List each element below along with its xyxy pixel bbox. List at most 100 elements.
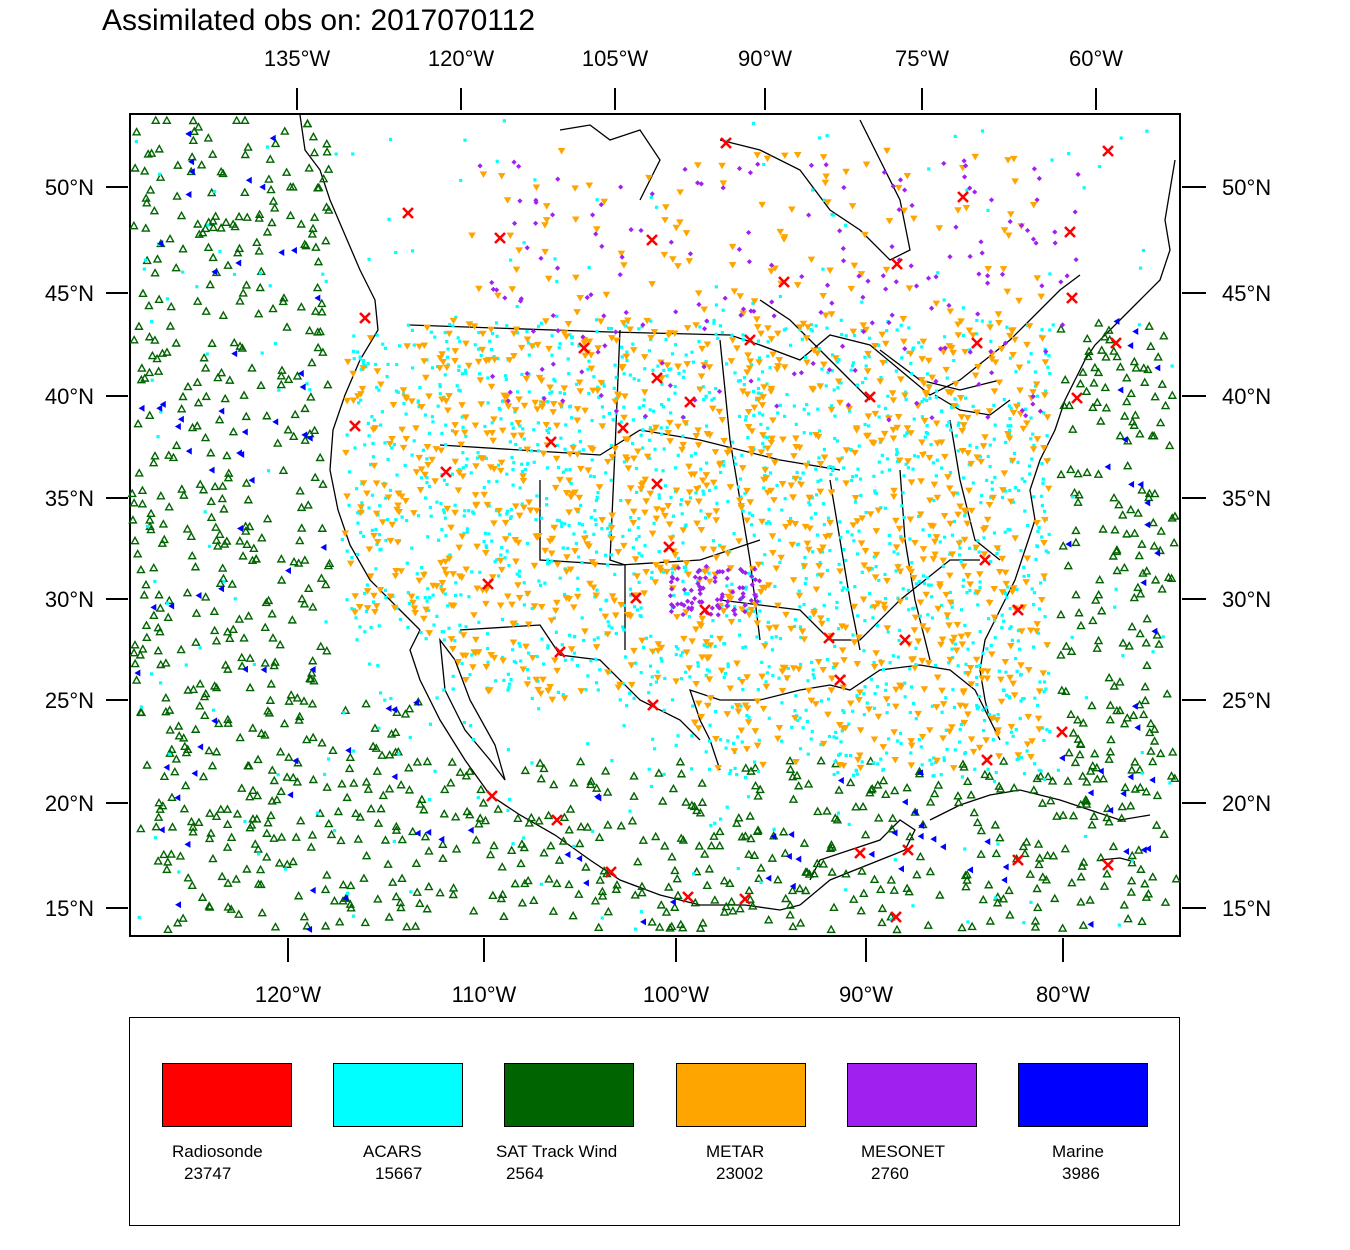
acars-marker bbox=[950, 601, 955, 605]
mesonet-marker bbox=[889, 244, 895, 250]
metar-marker bbox=[562, 568, 571, 576]
metar-marker bbox=[774, 602, 782, 610]
acars-marker bbox=[764, 521, 768, 525]
mesonet-marker bbox=[518, 296, 524, 302]
mesonet-marker bbox=[1058, 279, 1064, 285]
metar-marker bbox=[883, 577, 891, 585]
sat-track-wind-marker bbox=[361, 777, 372, 786]
metar-marker bbox=[973, 589, 982, 596]
sat-track-wind-marker bbox=[138, 288, 148, 297]
marine-marker bbox=[175, 901, 182, 909]
acars-marker bbox=[430, 366, 435, 370]
metar-marker bbox=[595, 484, 604, 491]
metar-marker bbox=[982, 737, 990, 744]
sat-track-wind-marker bbox=[471, 835, 481, 844]
acars-marker bbox=[425, 481, 429, 485]
sat-track-wind-marker bbox=[200, 223, 211, 233]
mesonet-marker bbox=[502, 295, 508, 301]
metar-marker bbox=[995, 379, 1004, 386]
acars-marker bbox=[768, 521, 772, 525]
metar-marker bbox=[702, 639, 711, 646]
metar-marker bbox=[490, 416, 498, 423]
sat-track-wind-marker bbox=[1143, 364, 1153, 374]
acars-marker bbox=[586, 742, 590, 746]
acars-marker bbox=[679, 503, 683, 507]
metar-marker bbox=[767, 336, 776, 343]
acars-marker bbox=[776, 411, 780, 415]
acars-marker bbox=[836, 771, 840, 775]
acars-marker bbox=[621, 682, 625, 686]
acars-marker bbox=[934, 395, 938, 399]
sat-track-wind-marker bbox=[226, 832, 237, 841]
sat-track-wind-marker bbox=[140, 373, 150, 382]
acars-marker bbox=[468, 673, 472, 677]
sat-track-wind-marker bbox=[373, 818, 384, 827]
sat-track-wind-marker bbox=[222, 842, 233, 851]
acars-marker bbox=[929, 583, 933, 587]
radiosonde-marker bbox=[545, 436, 557, 448]
sat-track-wind-marker bbox=[575, 756, 586, 766]
sat-track-wind-marker bbox=[1105, 700, 1116, 709]
acars-marker bbox=[908, 710, 912, 715]
acars-marker bbox=[1016, 639, 1020, 643]
acars-marker bbox=[814, 324, 818, 328]
acars-marker bbox=[703, 516, 708, 520]
sat-track-wind-marker bbox=[296, 815, 306, 825]
metar-marker bbox=[910, 664, 919, 672]
sat-track-wind-marker bbox=[128, 515, 138, 524]
acars-marker bbox=[704, 394, 708, 398]
metar-marker bbox=[767, 487, 775, 495]
acars-marker bbox=[704, 750, 708, 754]
metar-marker bbox=[826, 267, 834, 274]
acars-marker bbox=[762, 162, 766, 167]
acars-marker bbox=[763, 553, 767, 557]
acars-marker bbox=[546, 558, 550, 562]
acars-marker bbox=[897, 628, 902, 633]
metar-marker bbox=[451, 430, 460, 437]
acars-marker bbox=[989, 643, 993, 648]
sat-track-wind-marker bbox=[629, 771, 639, 780]
mesonet-marker bbox=[667, 593, 673, 599]
metar-marker bbox=[1029, 389, 1037, 396]
marine-marker bbox=[177, 415, 184, 423]
acars-marker bbox=[673, 466, 678, 470]
sat-track-wind-marker bbox=[1138, 568, 1148, 577]
sat-track-wind-marker bbox=[1030, 922, 1041, 931]
sat-track-wind-marker bbox=[834, 785, 844, 794]
acars-marker bbox=[532, 460, 536, 464]
acars-marker bbox=[613, 572, 617, 577]
acars-marker bbox=[522, 603, 526, 607]
sat-track-wind-marker bbox=[1153, 352, 1163, 361]
mesonet-marker bbox=[533, 197, 539, 203]
metar-marker bbox=[857, 271, 866, 278]
sat-track-wind-marker bbox=[1130, 757, 1140, 766]
metar-marker bbox=[874, 600, 883, 607]
acars-marker bbox=[959, 559, 963, 564]
acars-marker bbox=[988, 320, 992, 324]
sat-track-wind-marker bbox=[239, 390, 249, 399]
metar-marker bbox=[937, 439, 946, 446]
sat-track-wind-marker bbox=[149, 562, 159, 572]
acars-marker bbox=[142, 267, 147, 271]
acars-marker bbox=[836, 627, 841, 631]
acars-marker bbox=[1114, 587, 1118, 591]
mesonet-marker bbox=[975, 311, 981, 317]
sat-track-wind-marker bbox=[590, 896, 601, 905]
sat-track-wind-marker bbox=[630, 890, 640, 899]
sat-track-wind-marker bbox=[208, 216, 218, 225]
mesonet-marker bbox=[696, 301, 702, 308]
acars-marker bbox=[893, 858, 897, 862]
acars-marker bbox=[460, 372, 464, 376]
acars-marker bbox=[927, 533, 931, 538]
sat-track-wind-marker bbox=[990, 820, 1001, 829]
sat-track-wind-marker bbox=[233, 247, 243, 257]
radiosonde-marker bbox=[1102, 859, 1114, 871]
sat-track-wind-marker bbox=[1071, 537, 1081, 547]
metar-marker bbox=[735, 497, 744, 504]
acars-marker bbox=[914, 582, 918, 586]
sat-track-wind-marker bbox=[978, 894, 988, 904]
acars-marker bbox=[939, 773, 943, 777]
sat-track-wind-marker bbox=[1146, 718, 1156, 728]
metar-marker bbox=[777, 554, 785, 562]
metar-marker bbox=[454, 487, 463, 494]
